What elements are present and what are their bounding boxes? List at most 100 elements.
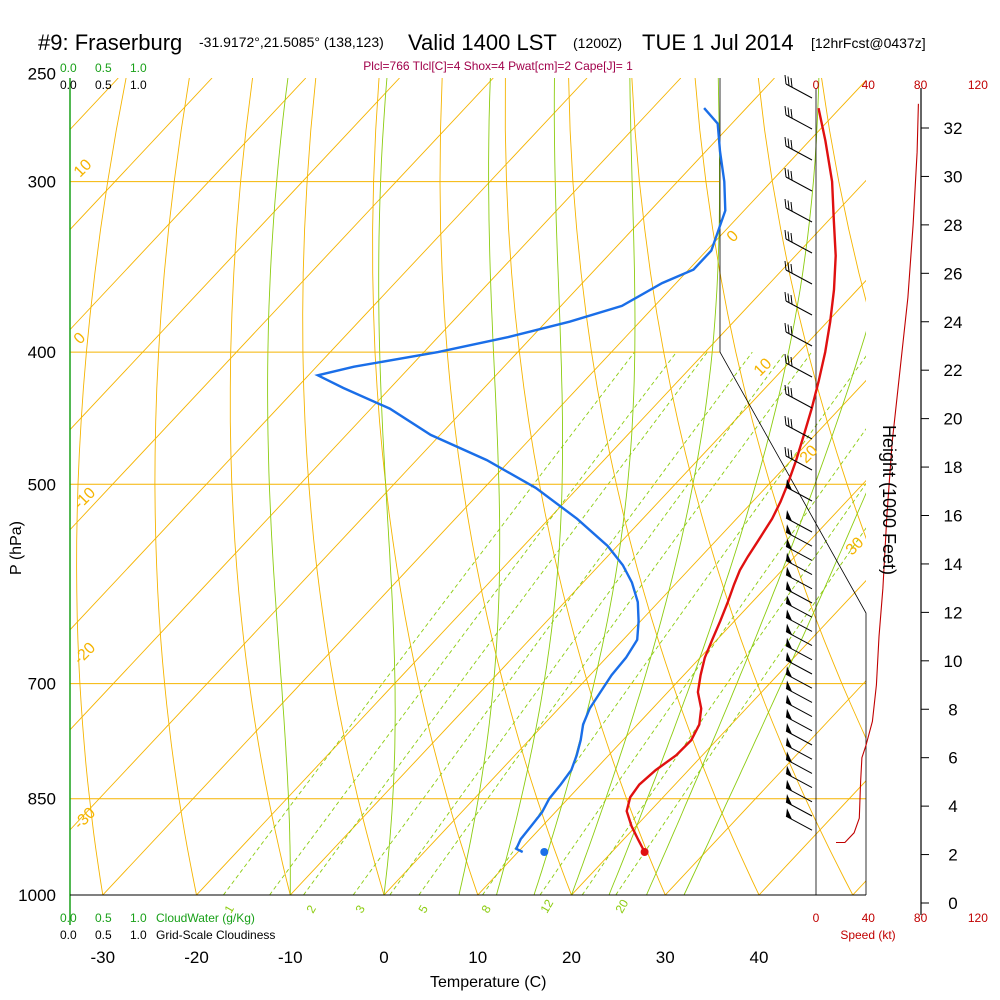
mixing-ratio-line [539,428,866,895]
cloudwater-tick-top: 1.0 [130,61,147,75]
mixing-ratio-line [389,351,786,895]
isotherm-label: 0 [724,227,742,245]
height-tick-label: 24 [944,313,963,332]
wind-barb [785,538,813,561]
cloudwater-tick-bottom: 0.0 [60,911,77,925]
right-boundary-slant [719,351,867,895]
height-axis-label: Height (1000 Feet) [879,425,899,575]
wind-barb [785,808,813,831]
pressure-tick-label: 500 [28,475,56,494]
isotherm-label: 0 [71,329,89,347]
dry-adiabat-line [884,74,1000,895]
wind-barb [785,737,813,760]
isotherm-label: -30 [71,804,99,832]
wind-barb [785,694,813,718]
pressure-tick-label: 400 [28,343,56,362]
wind-barbs [784,74,813,831]
speed-tick-bottom: 0 [813,911,820,925]
wind-barb [784,291,813,316]
height-tick-label: 26 [944,264,963,283]
cloudwater-tick-bottom: 1.0 [130,911,147,925]
height-tick-label: 32 [944,119,963,138]
height-tick-label: 4 [948,797,957,816]
mixing-ratio-line [269,351,677,895]
height-tick-label: 18 [944,458,963,477]
isotherm-line [0,78,25,895]
moist-adiabat-line [458,78,501,895]
plot-frame [69,78,922,925]
wind-barb [785,595,813,618]
speed-axis-label: Speed (kt) [840,928,895,942]
dry-adiabat-line [504,78,666,895]
temperature-tick-label: 10 [468,948,487,967]
dry-adiabat-line [372,78,479,895]
wind-barb [784,322,813,347]
isotherm-line [383,379,866,895]
cloudiness-tick-bottom: 0.0 [60,928,77,942]
wind-barb [785,510,813,533]
height-tick-label: 8 [948,700,957,719]
speed-tick-top: 0 [813,78,820,92]
isotherm-line [70,78,682,731]
cloudiness-tick-bottom: 1.0 [130,928,147,942]
pressure-ticks: 250 300 400 500 700 850 1000 [18,65,56,905]
cloudwater-tick-top: 0.5 [95,61,112,75]
pressure-tick-label: 250 [28,65,56,84]
dry-adiabat-line [947,74,1000,895]
dry-adiabat-line [694,78,866,740]
height-tick-label: 22 [944,361,963,380]
wind-barb [785,779,813,803]
isotherm-line [477,479,866,895]
wind-barb [785,524,813,547]
moist-adiabat-line [683,492,866,895]
pressure-tick-label: 300 [28,173,56,192]
wind-barb [784,105,813,130]
moist-adiabat-line [533,78,636,895]
indices-text: Plcl=766 Tlcl[C]=4 Shox=4 Pwat[cm]=2 Cap… [363,59,633,73]
moist-adiabat-line [496,78,563,895]
speed-line [836,103,919,844]
pressure-tick-label: 1000 [18,886,56,905]
pressure-tick-label: 850 [28,790,56,809]
title-station: #9: Fraserburg [38,30,182,55]
dry-adiabat-line [568,78,760,895]
mixing-ratio-label: 2 [303,902,319,915]
pressure-tick-label: 700 [28,675,56,694]
temperature-surface-marker [640,848,649,857]
dry-adiabat-line [439,78,572,895]
temperature-tick-label: 20 [562,948,581,967]
wind-barb [784,353,813,378]
wind-barb [784,167,813,192]
wind-barb [785,751,813,774]
isotherm-line [70,78,588,631]
mixing-ratio-line [303,351,708,895]
isotherm-label: -10 [71,484,99,512]
cloudiness-tick-top: 0.5 [95,78,112,92]
height-tick-label: 12 [944,603,963,622]
wind-barb [785,566,813,590]
moist-adiabat-line [378,78,396,895]
wind-barb [784,384,813,409]
speed-tick-top: 120 [968,78,988,92]
mixing-ratio-label: 5 [415,902,431,915]
wind-barb [785,637,813,661]
isotherm-line [947,78,1000,895]
moist-adiabat-line [267,78,291,895]
cloudiness-tick-bottom: 0.5 [95,928,112,942]
temperature-tick-label: -30 [90,948,115,967]
isotherm-label: 10 [751,355,776,380]
wind-barb [785,680,813,703]
mixing-ratio-label: 20 [612,897,631,916]
moist-adiabat-line [608,78,820,895]
isotherm-line [102,79,866,895]
speed-tick-top: 80 [914,78,928,92]
mixing-ratio-label: 12 [537,897,556,916]
moist-adiabat-line [646,330,866,895]
height-tick-label: 16 [944,507,963,526]
title-fcst: [12hrFcst@0437z] [811,35,926,51]
temperature-ticks: -30 -20 -10 0 10 20 30 40 [90,948,768,967]
isotherm-line [852,880,866,895]
